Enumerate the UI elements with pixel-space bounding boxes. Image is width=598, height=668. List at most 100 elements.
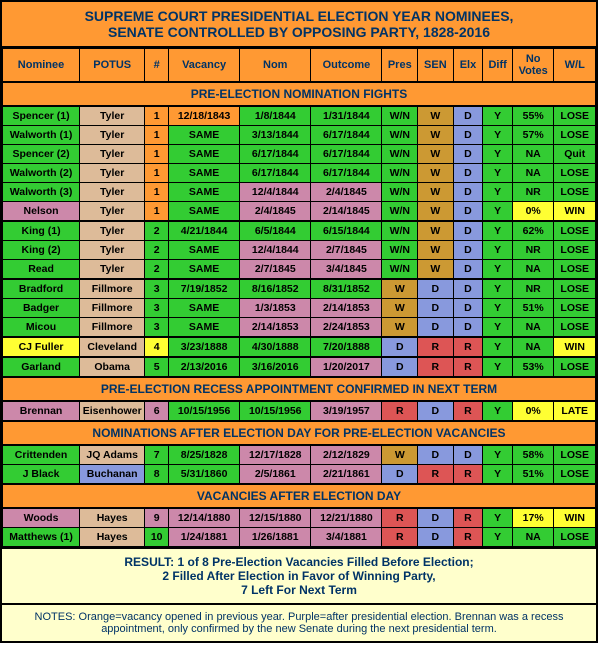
- table-cell: LOSE: [554, 279, 596, 299]
- table-row: Walworth (1)Tyler1SAME3/13/18446/17/1844…: [3, 126, 596, 145]
- table-cell: D: [453, 241, 483, 260]
- table-cell: SAME: [169, 299, 240, 318]
- col-header: Outcome: [311, 49, 382, 83]
- result-line-3: 7 Left For Next Term: [8, 583, 590, 597]
- table-cell: CJ Fuller: [3, 337, 80, 357]
- table-cell: 2/13/2016: [169, 357, 240, 377]
- title-line-2: SENATE CONTROLLED BY OPPOSING PARTY, 182…: [8, 24, 590, 40]
- table-row: BrennanEisenhower610/15/195610/15/19563/…: [3, 401, 596, 421]
- table-cell: Tyler: [80, 241, 145, 260]
- table-row: Spencer (1)Tyler112/18/18431/8/18441/31/…: [3, 106, 596, 126]
- table-cell: Y: [483, 318, 513, 338]
- table-cell: Nelson: [3, 202, 80, 222]
- table-cell: 1/26/1881: [240, 528, 311, 547]
- table-row: Spencer (2)Tyler1SAME6/17/18446/17/1844W…: [3, 145, 596, 164]
- table-cell: D: [453, 299, 483, 318]
- result-line-2: 2 Filled After Election in Favor of Winn…: [8, 569, 590, 583]
- table-cell: SAME: [169, 318, 240, 338]
- table-cell: 7/20/1888: [311, 337, 382, 357]
- table-cell: 10/15/1956: [240, 401, 311, 421]
- table-cell: SAME: [169, 183, 240, 202]
- table-cell: R: [382, 528, 418, 547]
- table-cell: W/N: [382, 260, 418, 280]
- table-cell: 2/14/1853: [311, 299, 382, 318]
- table-row: GarlandObama52/13/20163/16/20161/20/2017…: [3, 357, 596, 377]
- table-cell: 6/17/1844: [240, 164, 311, 183]
- table-cell: Y: [483, 145, 513, 164]
- table-cell: LOSE: [554, 126, 596, 145]
- table-cell: LOSE: [554, 299, 596, 318]
- table-cell: D: [453, 202, 483, 222]
- table-cell: SAME: [169, 202, 240, 222]
- table-cell: D: [418, 299, 454, 318]
- table-cell: 12/4/1844: [240, 183, 311, 202]
- table-cell: D: [453, 183, 483, 202]
- table-cell: NA: [512, 260, 554, 280]
- table-cell: 12/17/1828: [240, 445, 311, 465]
- table-cell: LOSE: [554, 164, 596, 183]
- table-cell: Tyler: [80, 126, 145, 145]
- table-cell: 6/17/1844: [311, 145, 382, 164]
- table-cell: 0%: [512, 202, 554, 222]
- table-cell: 2/7/1845: [240, 260, 311, 280]
- table-cell: 5/31/1860: [169, 465, 240, 485]
- table-cell: 17%: [512, 508, 554, 528]
- table-cell: JQ Adams: [80, 445, 145, 465]
- table-row: King (2)Tyler2SAME12/4/18442/7/1845W/NWD…: [3, 241, 596, 260]
- col-header: Nominee: [3, 49, 80, 83]
- table-cell: D: [418, 401, 454, 421]
- table-cell: 1: [145, 145, 169, 164]
- table-cell: W: [418, 145, 454, 164]
- table-cell: Tyler: [80, 106, 145, 126]
- table-cell: R: [453, 528, 483, 547]
- table-cell: Obama: [80, 357, 145, 377]
- table-cell: 7/19/1852: [169, 279, 240, 299]
- table-cell: W: [382, 299, 418, 318]
- table-cell: Y: [483, 508, 513, 528]
- table-cell: Y: [483, 279, 513, 299]
- table-cell: 0%: [512, 401, 554, 421]
- table-cell: LOSE: [554, 357, 596, 377]
- table-cell: 2/14/1853: [240, 318, 311, 338]
- table-cell: R: [453, 465, 483, 485]
- table-cell: 2: [145, 221, 169, 241]
- table-row: WoodsHayes912/14/188012/15/188012/21/188…: [3, 508, 596, 528]
- table-cell: LOSE: [554, 318, 596, 338]
- table-cell: 8/16/1852: [240, 279, 311, 299]
- table-cell: W/N: [382, 164, 418, 183]
- table-cell: Spencer (1): [3, 106, 80, 126]
- table-cell: Y: [483, 221, 513, 241]
- table-cell: 1/31/1844: [311, 106, 382, 126]
- table-cell: 6/17/1844: [240, 145, 311, 164]
- table-cell: WIN: [554, 202, 596, 222]
- table-cell: D: [453, 106, 483, 126]
- table-cell: Y: [483, 299, 513, 318]
- table-cell: 8/31/1852: [311, 279, 382, 299]
- table-cell: NA: [512, 145, 554, 164]
- table-cell: 3/4/1845: [311, 260, 382, 280]
- table-cell: Y: [483, 106, 513, 126]
- table-cell: Y: [483, 465, 513, 485]
- table-cell: 3/23/1888: [169, 337, 240, 357]
- scotus-table-container: SUPREME COURT PRESIDENTIAL ELECTION YEAR…: [0, 0, 598, 643]
- table-cell: W: [418, 260, 454, 280]
- table-cell: D: [453, 445, 483, 465]
- table-cell: D: [418, 318, 454, 338]
- table-cell: 12/21/1880: [311, 508, 382, 528]
- table-title: SUPREME COURT PRESIDENTIAL ELECTION YEAR…: [2, 2, 596, 48]
- table-cell: Tyler: [80, 260, 145, 280]
- table-cell: 4/21/1844: [169, 221, 240, 241]
- table-cell: Tyler: [80, 221, 145, 241]
- result-line-1: RESULT: 1 of 8 Pre-Election Vacancies Fi…: [8, 555, 590, 569]
- table-cell: 1: [145, 183, 169, 202]
- table-row: Walworth (2)Tyler1SAME6/17/18446/17/1844…: [3, 164, 596, 183]
- table-cell: 3/19/1957: [311, 401, 382, 421]
- table-row: J BlackBuchanan85/31/18602/5/18612/21/18…: [3, 465, 596, 485]
- table-row: CJ FullerCleveland43/23/18884/30/18887/2…: [3, 337, 596, 357]
- table-row: MicouFillmore3SAME2/14/18532/24/1853WDDY…: [3, 318, 596, 338]
- table-cell: NR: [512, 279, 554, 299]
- table-cell: 10/15/1956: [169, 401, 240, 421]
- table-cell: W/N: [382, 183, 418, 202]
- table-cell: Fillmore: [80, 299, 145, 318]
- table-cell: Bradford: [3, 279, 80, 299]
